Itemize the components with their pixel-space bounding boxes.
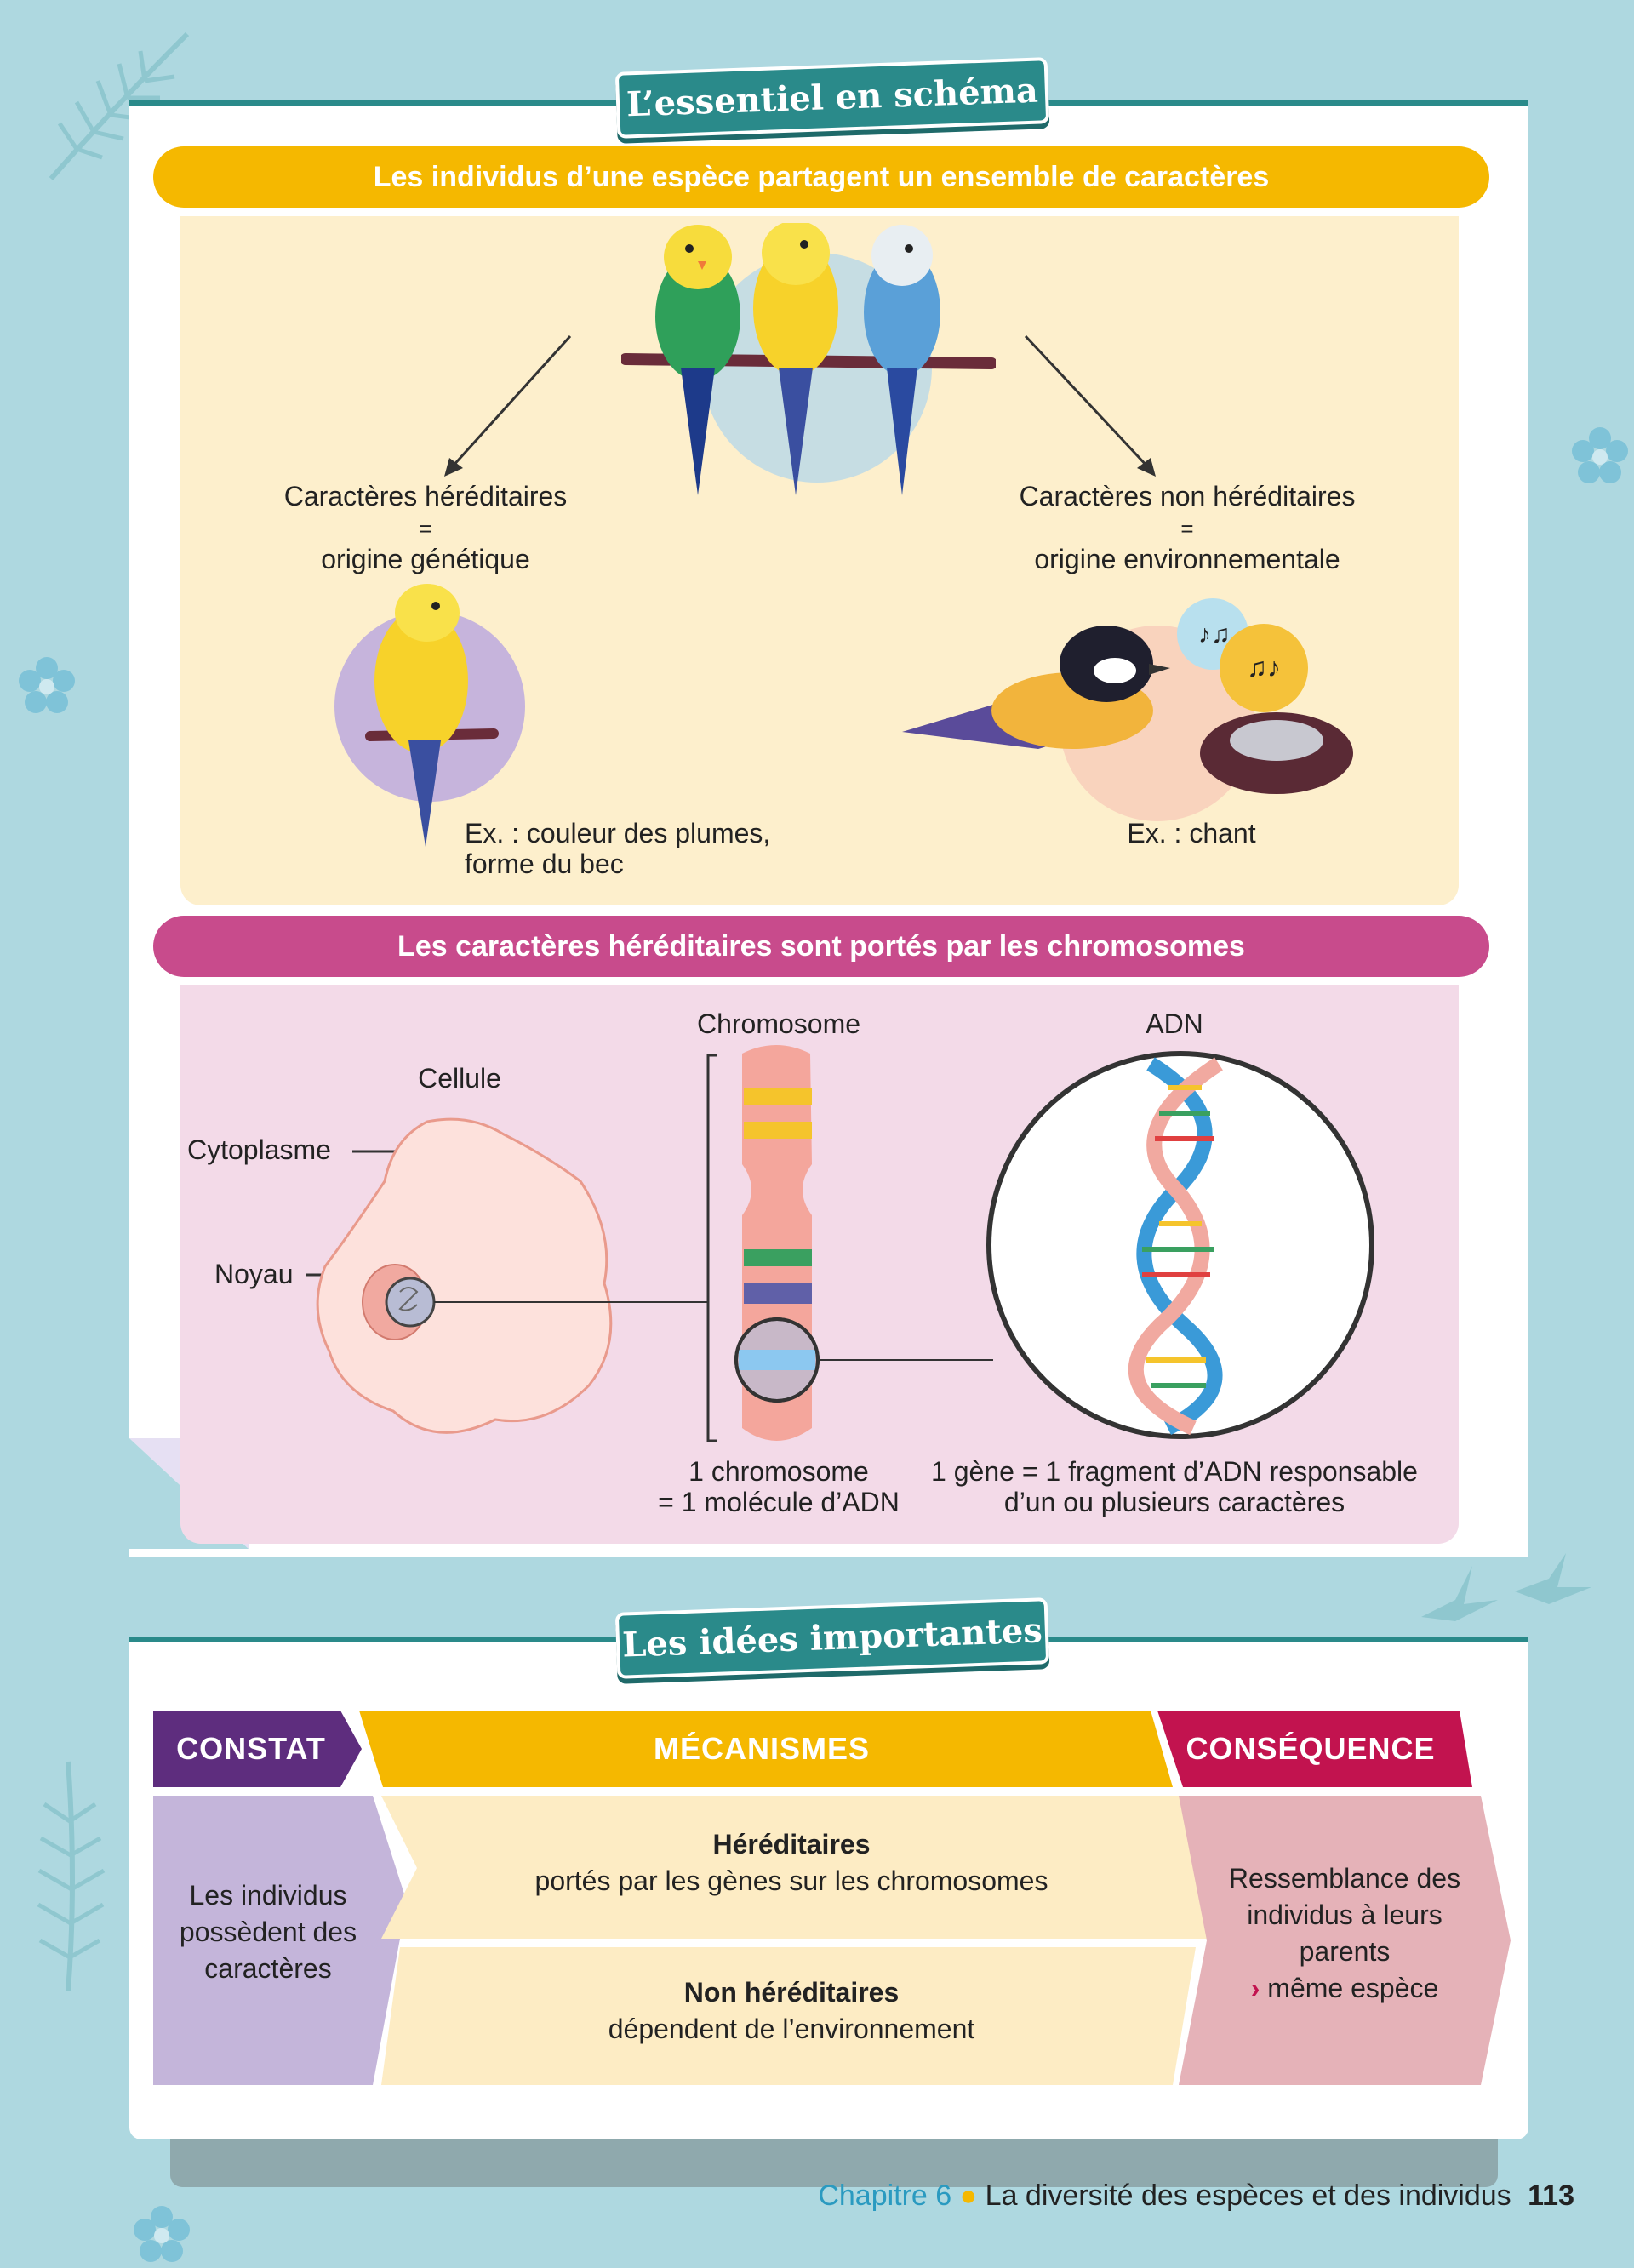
adn-label: ADN [1146, 1008, 1203, 1039]
non-hereditary-equals: = [1180, 516, 1194, 541]
mecanismes-header: MÉCANISMES [653, 1731, 871, 1766]
parakeets-illustration [620, 220, 997, 512]
hereditary-title: Héréditaires [712, 1829, 871, 1860]
chevron-right-icon: › [1250, 1973, 1260, 2003]
constat-line-3: caractères [204, 1953, 332, 1984]
hereditary-description: portés par les gènes sur les chromosomes [534, 1865, 1048, 1896]
gene-caption-2: d’un ou plusieurs caractères [1003, 1487, 1345, 1517]
consequence-line-1: Ressemblance des [1228, 1863, 1461, 1894]
consequence-text: Ressemblance des individus à leurs paren… [1217, 1860, 1472, 2007]
cellule-label: Cellule [418, 1063, 501, 1094]
hereditary-label: Caractères héréditaires [283, 481, 568, 511]
example-hereditary-1: Ex. : couleur des plumes, [465, 818, 771, 848]
non-hereditary-origin: origine environnementale [1034, 544, 1340, 574]
consequence-line-2: individus à leurs [1247, 1900, 1443, 1930]
band-chromosomes: Les caractères héréditaires sont portés … [153, 916, 1489, 977]
example-hereditary-2: forme du bec [465, 848, 624, 879]
footer-chapter: Chapitre 6 [818, 2179, 952, 2212]
non-hereditary-label: Caractères non héréditaires [1019, 481, 1356, 511]
hereditary-mechanism: Héréditaires portés par les gènes sur le… [408, 1826, 1174, 1900]
hereditary-origin: origine génétique [321, 544, 530, 574]
non-hereditary-mechanism: Non héréditaires dépendent de l’environn… [408, 1974, 1174, 2048]
singing-bird-illustration: ♪♫ ♫♪ [902, 596, 1362, 826]
svg-text:♫♪: ♫♪ [1247, 652, 1281, 683]
chromosome-caption-2: = 1 molécule d’ADN [658, 1487, 900, 1517]
yellow-parakeet-illustration [332, 579, 536, 851]
consequence-line-4: › même espèce [1217, 1970, 1472, 2007]
constat-line-2: possèdent des [179, 1917, 357, 1947]
flower-decoration [132, 2204, 191, 2268]
page-number: 113 [1528, 2179, 1574, 2212]
hereditary-equals: = [419, 516, 432, 541]
footer-title: La diversité des espèces et des individu… [985, 2179, 1511, 2212]
consequence-species: même espèce [1267, 1973, 1439, 2003]
non-hereditary-description: dépendent de l’environnement [608, 2014, 975, 2044]
fern-decoration-left [17, 1753, 119, 1996]
consequence-line-3: parents [1299, 1936, 1391, 1967]
chromosome-caption-1: 1 chromosome [688, 1456, 869, 1487]
gene-caption-1: 1 gène = 1 fragment d’ADN responsable [931, 1456, 1418, 1487]
fern-decoration-top-left [34, 17, 204, 187]
arrow-to-hereditary [434, 332, 587, 489]
band-species-characters: Les individus d’une espèce partagent un … [153, 146, 1489, 208]
swallow-decoration [1413, 1549, 1600, 1638]
chromosome-label: Chromosome [696, 1008, 861, 1039]
cytoplasme-label: Cytoplasme [187, 1134, 331, 1165]
noyau-label: Noyau [214, 1259, 294, 1289]
flower-decoration [17, 655, 77, 719]
arrow-to-non-hereditary [1021, 332, 1166, 489]
svg-text:♪♫: ♪♫ [1198, 620, 1231, 648]
constat-line-1: Les individus [189, 1880, 347, 1911]
bullet-icon: ● [959, 2179, 978, 2212]
flower-decoration [1570, 426, 1630, 489]
example-non-hereditary: Ex. : chant [1127, 818, 1256, 848]
page-footer: Chapitre 6 ● La diversité des espèces et… [766, 2174, 1574, 2217]
non-hereditary-title: Non héréditaires [683, 1977, 900, 2008]
ideas-table-graphics [153, 1711, 1515, 2089]
cell-chromosome-dna-diagram [180, 985, 1459, 1544]
consequence-header: CONSÉQUENCE [1186, 1731, 1436, 1766]
constat-text: Les individus possèdent des caractères [162, 1877, 374, 1987]
constat-header: CONSTAT [176, 1731, 326, 1766]
